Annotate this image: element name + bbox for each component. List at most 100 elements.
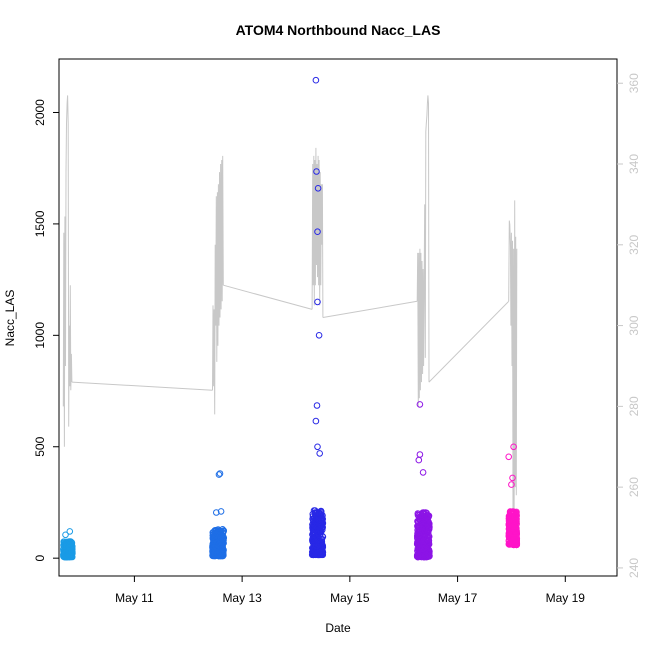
data-point [310, 550, 318, 557]
scatter-points-layer [60, 76, 521, 561]
y-tick-label: 500 [33, 436, 47, 456]
line-segment [311, 147, 324, 318]
line-segment [322, 300, 418, 318]
x-tick-label: May 17 [438, 591, 478, 605]
data-point-outlier [313, 168, 320, 175]
data-point [220, 528, 227, 535]
y-tick-label: 1000 [33, 322, 47, 349]
data-point-outlier [316, 450, 324, 457]
line-segment [508, 200, 518, 528]
y2-tick-label: 340 [627, 154, 641, 174]
data-point-outlier [314, 443, 321, 451]
x-axis-label: Date [325, 621, 351, 635]
plot-frame [58, 58, 618, 577]
data-point [414, 522, 422, 530]
data-point [66, 539, 73, 547]
line-segment [71, 381, 213, 391]
y-axis: 0 500 1000 1500 2000 [33, 99, 59, 562]
data-point [419, 523, 426, 530]
data-point [513, 531, 520, 539]
data-point-outlier [217, 508, 225, 515]
data-point [508, 519, 515, 527]
data-point [310, 541, 318, 549]
y-tick-label: 1500 [33, 210, 47, 237]
data-point-outlier [314, 185, 322, 192]
y2-tick-label: 360 [627, 73, 641, 93]
data-point [316, 543, 324, 551]
data-point [219, 549, 227, 556]
data-point [311, 510, 319, 517]
y2-tick-label: 240 [627, 558, 641, 578]
y2-axis: 240 260 280 300 320 340 360 [617, 73, 641, 578]
data-point [415, 510, 423, 518]
x-tick-label: May 19 [546, 591, 586, 605]
x-tick-label: May 13 [222, 591, 262, 605]
x-tick-label: May 11 [115, 591, 154, 605]
data-point-outlier [314, 298, 321, 306]
x-tick-label: May 15 [330, 591, 370, 605]
y-axis-label: Nacc_LAS [3, 290, 17, 347]
data-point [209, 529, 217, 536]
data-point [422, 533, 429, 541]
chart-title: ATOM4 Northbound Nacc_LAS [236, 22, 441, 38]
data-point [65, 552, 73, 559]
data-point [422, 518, 430, 526]
data-point [510, 508, 518, 516]
data-point [310, 551, 317, 559]
data-point-outlier [314, 228, 321, 235]
data-point [425, 526, 433, 533]
data-point [509, 529, 517, 537]
data-point [419, 545, 426, 553]
data-point-outlier [508, 481, 515, 488]
data-point-outlier [66, 528, 74, 535]
y-tick-label: 2000 [33, 99, 47, 126]
line-segment [223, 284, 313, 310]
data-point-outlier [415, 456, 423, 464]
y2-tick-label: 280 [627, 396, 641, 416]
y-tick-label: 0 [33, 555, 47, 562]
line-segment [212, 155, 224, 415]
data-point [210, 551, 217, 559]
data-point-outlier [312, 417, 320, 425]
y2-tick-label: 320 [627, 234, 641, 254]
data-point [309, 515, 316, 523]
data-point [316, 518, 324, 526]
data-point [316, 538, 324, 546]
data-point-outlier [419, 469, 427, 476]
data-point [211, 550, 219, 557]
data-point [423, 513, 431, 521]
data-point-outlier [215, 471, 223, 478]
line-series-layer [62, 95, 518, 528]
data-point [309, 536, 316, 544]
data-point [219, 545, 226, 553]
data-point [213, 540, 220, 547]
y2-tick-label: 300 [627, 315, 641, 335]
line-segment [62, 95, 73, 447]
data-point [420, 537, 428, 545]
data-point-outlier [416, 401, 424, 408]
data-point-outlier [216, 470, 224, 477]
data-point-outlier [315, 332, 323, 339]
data-point-outlier [510, 443, 517, 451]
data-point-outlier [313, 402, 321, 409]
data-point-outlier [416, 451, 424, 458]
data-point-outlier [312, 76, 320, 84]
data-point [315, 527, 323, 535]
data-point-outlier [509, 474, 516, 482]
data-point [425, 512, 433, 520]
data-point-outlier [505, 453, 513, 461]
data-point [64, 553, 71, 561]
data-point [215, 527, 223, 535]
data-point [314, 551, 322, 559]
data-point [512, 540, 519, 548]
line-segment [416, 95, 430, 407]
data-point-outlier [62, 531, 69, 539]
data-point [421, 553, 429, 561]
data-point [416, 545, 424, 553]
data-point [425, 534, 432, 542]
data-point [414, 553, 422, 560]
line-segment [428, 300, 510, 383]
data-point [418, 511, 426, 519]
data-point [312, 551, 320, 559]
